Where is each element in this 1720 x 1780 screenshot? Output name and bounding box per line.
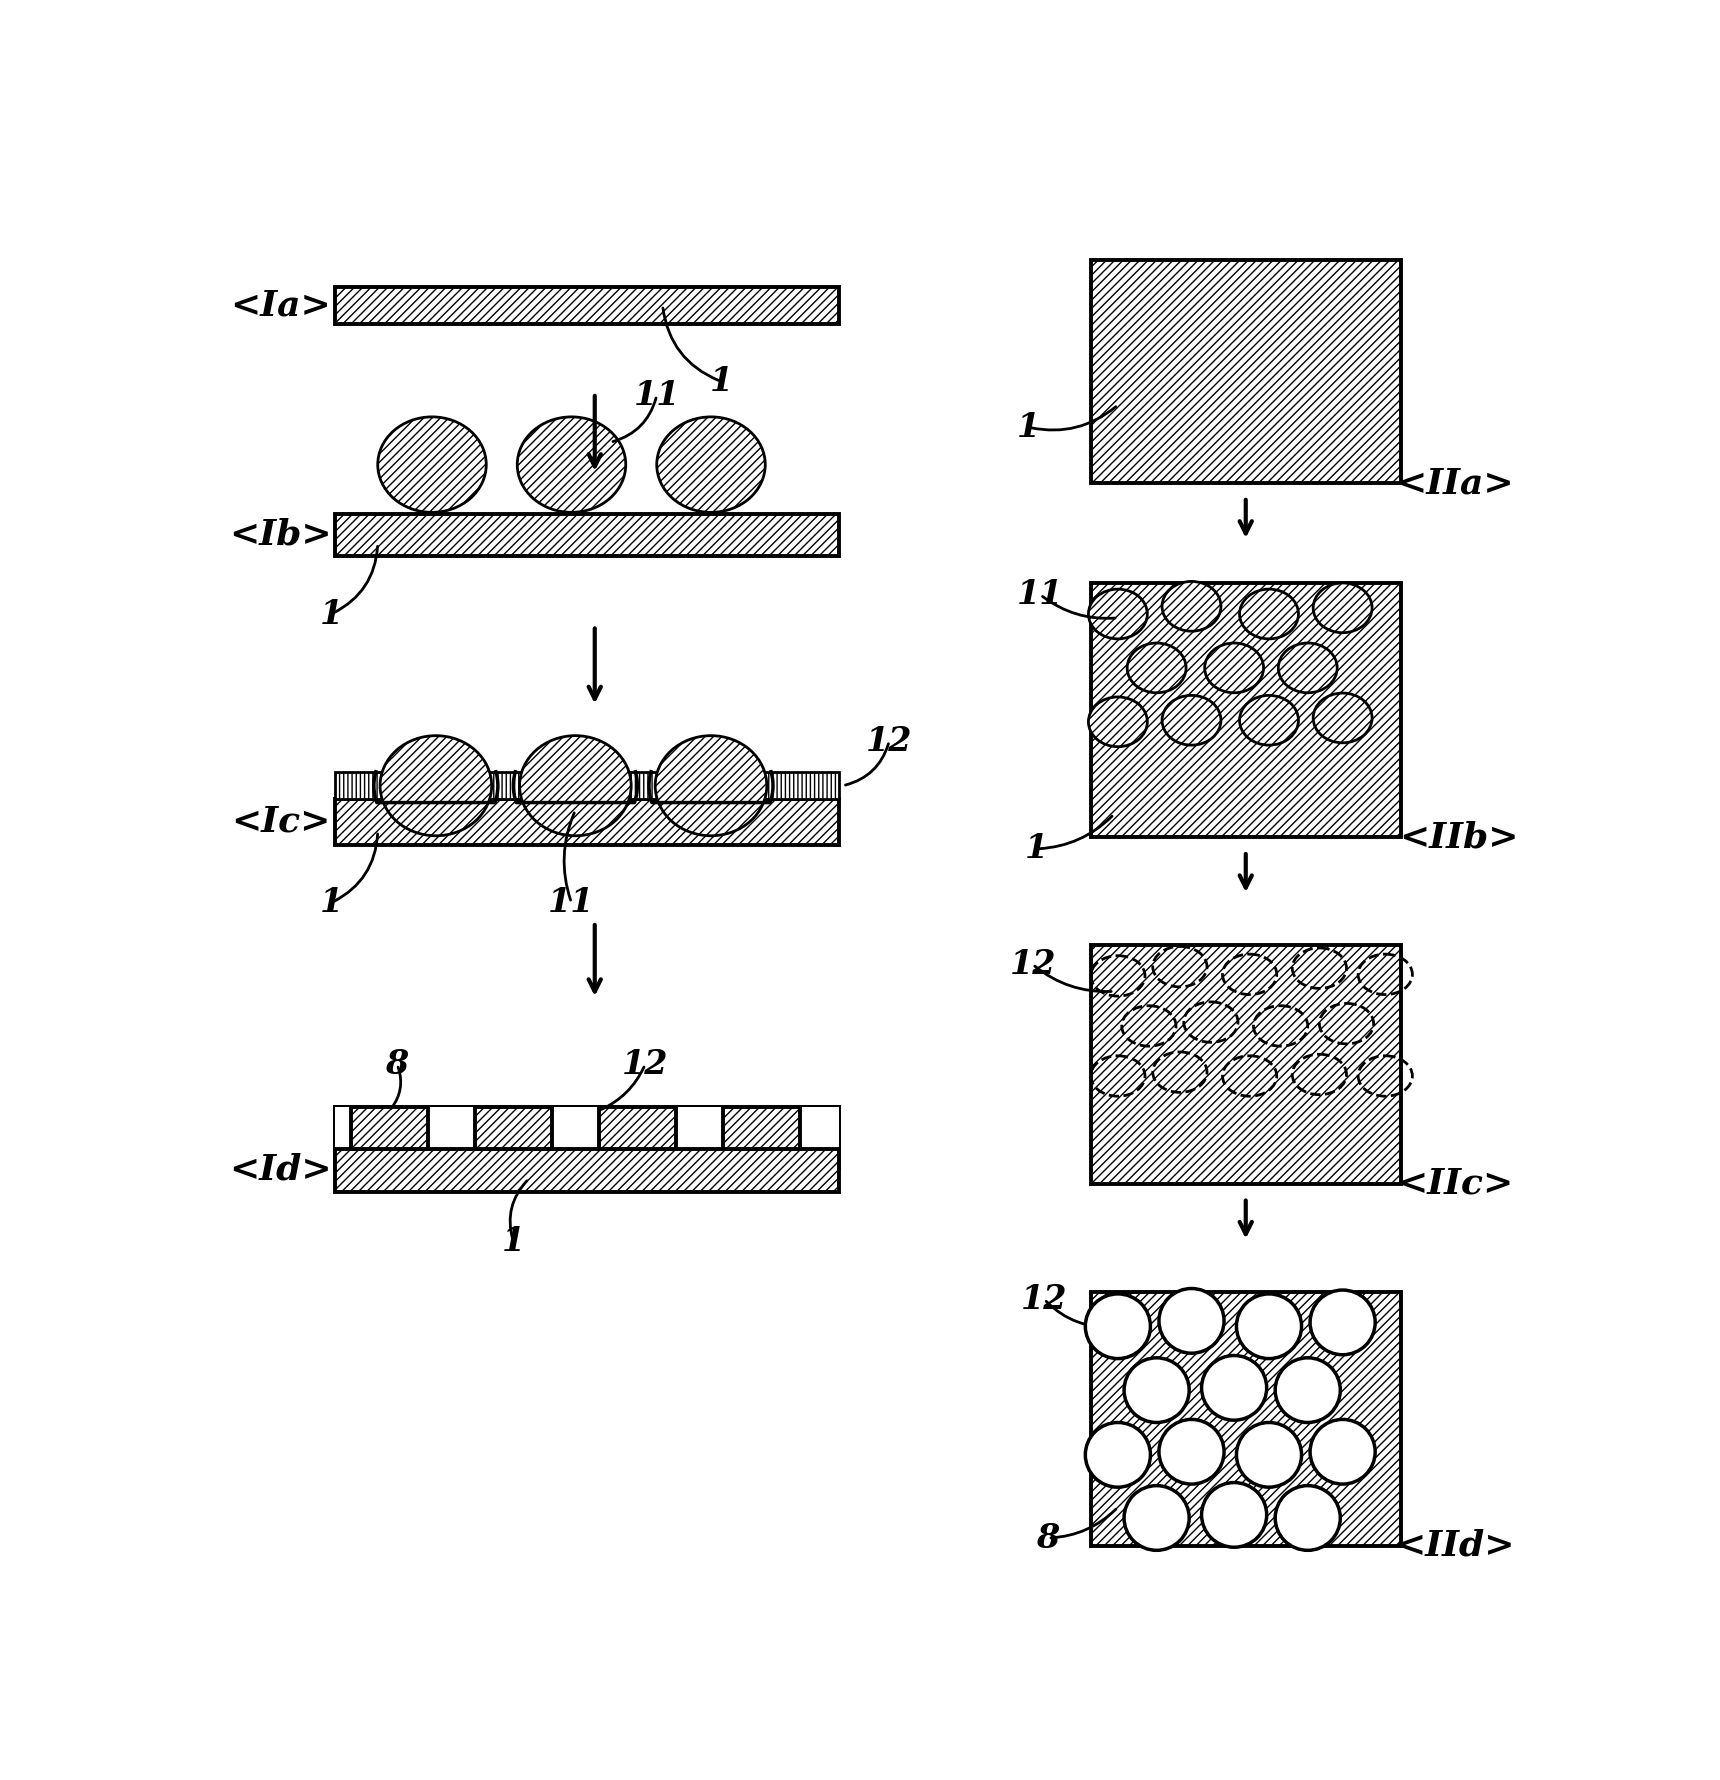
Bar	[475, 1107, 552, 1150]
Text: 11: 11	[633, 379, 679, 411]
Text: 1: 1	[502, 1225, 525, 1258]
Text: 1: 1	[1017, 411, 1041, 443]
Text: 11: 11	[1017, 578, 1063, 611]
Circle shape	[1237, 1422, 1302, 1486]
Text: <Ic>: <Ic>	[230, 805, 330, 838]
Text: 12: 12	[1010, 947, 1056, 981]
Text: 1: 1	[320, 598, 342, 630]
Bar	[335, 287, 839, 324]
Ellipse shape	[519, 735, 631, 837]
Ellipse shape	[1089, 698, 1147, 746]
Bar	[1090, 1292, 1400, 1545]
Bar	[335, 514, 839, 555]
Text: <IIa>: <IIa>	[1397, 466, 1514, 500]
Ellipse shape	[1278, 643, 1336, 692]
Circle shape	[1202, 1483, 1266, 1547]
Circle shape	[1275, 1486, 1340, 1550]
Text: 12: 12	[623, 1048, 669, 1080]
Bar	[583, 1107, 660, 1150]
Bar	[335, 1107, 839, 1168]
Text: 8: 8	[385, 1048, 409, 1080]
Circle shape	[1159, 1289, 1225, 1353]
Ellipse shape	[1240, 589, 1299, 639]
Bar	[335, 773, 839, 785]
Circle shape	[1125, 1486, 1189, 1550]
Circle shape	[1159, 1419, 1225, 1485]
Circle shape	[1311, 1290, 1376, 1355]
Bar	[599, 1107, 676, 1150]
Text: <Ib>: <Ib>	[229, 518, 332, 552]
Circle shape	[1202, 1356, 1266, 1420]
Circle shape	[1275, 1358, 1340, 1422]
Ellipse shape	[378, 417, 487, 513]
Text: <Ia>: <Ia>	[230, 288, 332, 322]
Bar	[335, 1150, 839, 1191]
Ellipse shape	[1204, 643, 1264, 692]
Ellipse shape	[1312, 692, 1373, 742]
Bar	[335, 773, 839, 799]
Ellipse shape	[1163, 582, 1221, 632]
Text: 1: 1	[1025, 833, 1047, 865]
Bar	[335, 1150, 839, 1168]
Bar	[335, 1107, 839, 1157]
Text: 1: 1	[320, 886, 342, 918]
Ellipse shape	[1312, 584, 1373, 632]
Text: <IIb>: <IIb>	[1398, 821, 1519, 854]
Circle shape	[1125, 1358, 1189, 1422]
Ellipse shape	[1127, 643, 1187, 692]
Text: 12: 12	[865, 724, 913, 758]
Bar	[335, 799, 839, 846]
Ellipse shape	[657, 417, 765, 513]
Bar	[335, 1150, 839, 1168]
Bar	[1090, 260, 1400, 482]
Circle shape	[1311, 1419, 1376, 1485]
Text: <IIc>: <IIc>	[1397, 1168, 1514, 1202]
Text: 8: 8	[1037, 1522, 1060, 1554]
Text: 1: 1	[709, 365, 733, 399]
Bar	[342, 1107, 420, 1150]
Ellipse shape	[1240, 696, 1299, 746]
Bar	[1090, 945, 1400, 1184]
Bar	[463, 1107, 540, 1150]
Circle shape	[1085, 1294, 1151, 1358]
Ellipse shape	[380, 735, 492, 837]
Bar	[703, 1107, 781, 1150]
Ellipse shape	[518, 417, 626, 513]
Text: 11: 11	[549, 886, 595, 918]
Text: <Id>: <Id>	[229, 1153, 332, 1187]
Ellipse shape	[1163, 696, 1221, 746]
Ellipse shape	[1089, 589, 1147, 639]
Text: 12: 12	[1022, 1283, 1068, 1315]
Bar	[351, 1107, 428, 1150]
Circle shape	[1237, 1294, 1302, 1358]
Bar	[722, 1107, 800, 1150]
Ellipse shape	[655, 735, 767, 837]
Bar	[335, 1107, 839, 1153]
Text: <IId>: <IId>	[1395, 1529, 1515, 1563]
Bar	[1090, 584, 1400, 837]
Circle shape	[1085, 1422, 1151, 1486]
